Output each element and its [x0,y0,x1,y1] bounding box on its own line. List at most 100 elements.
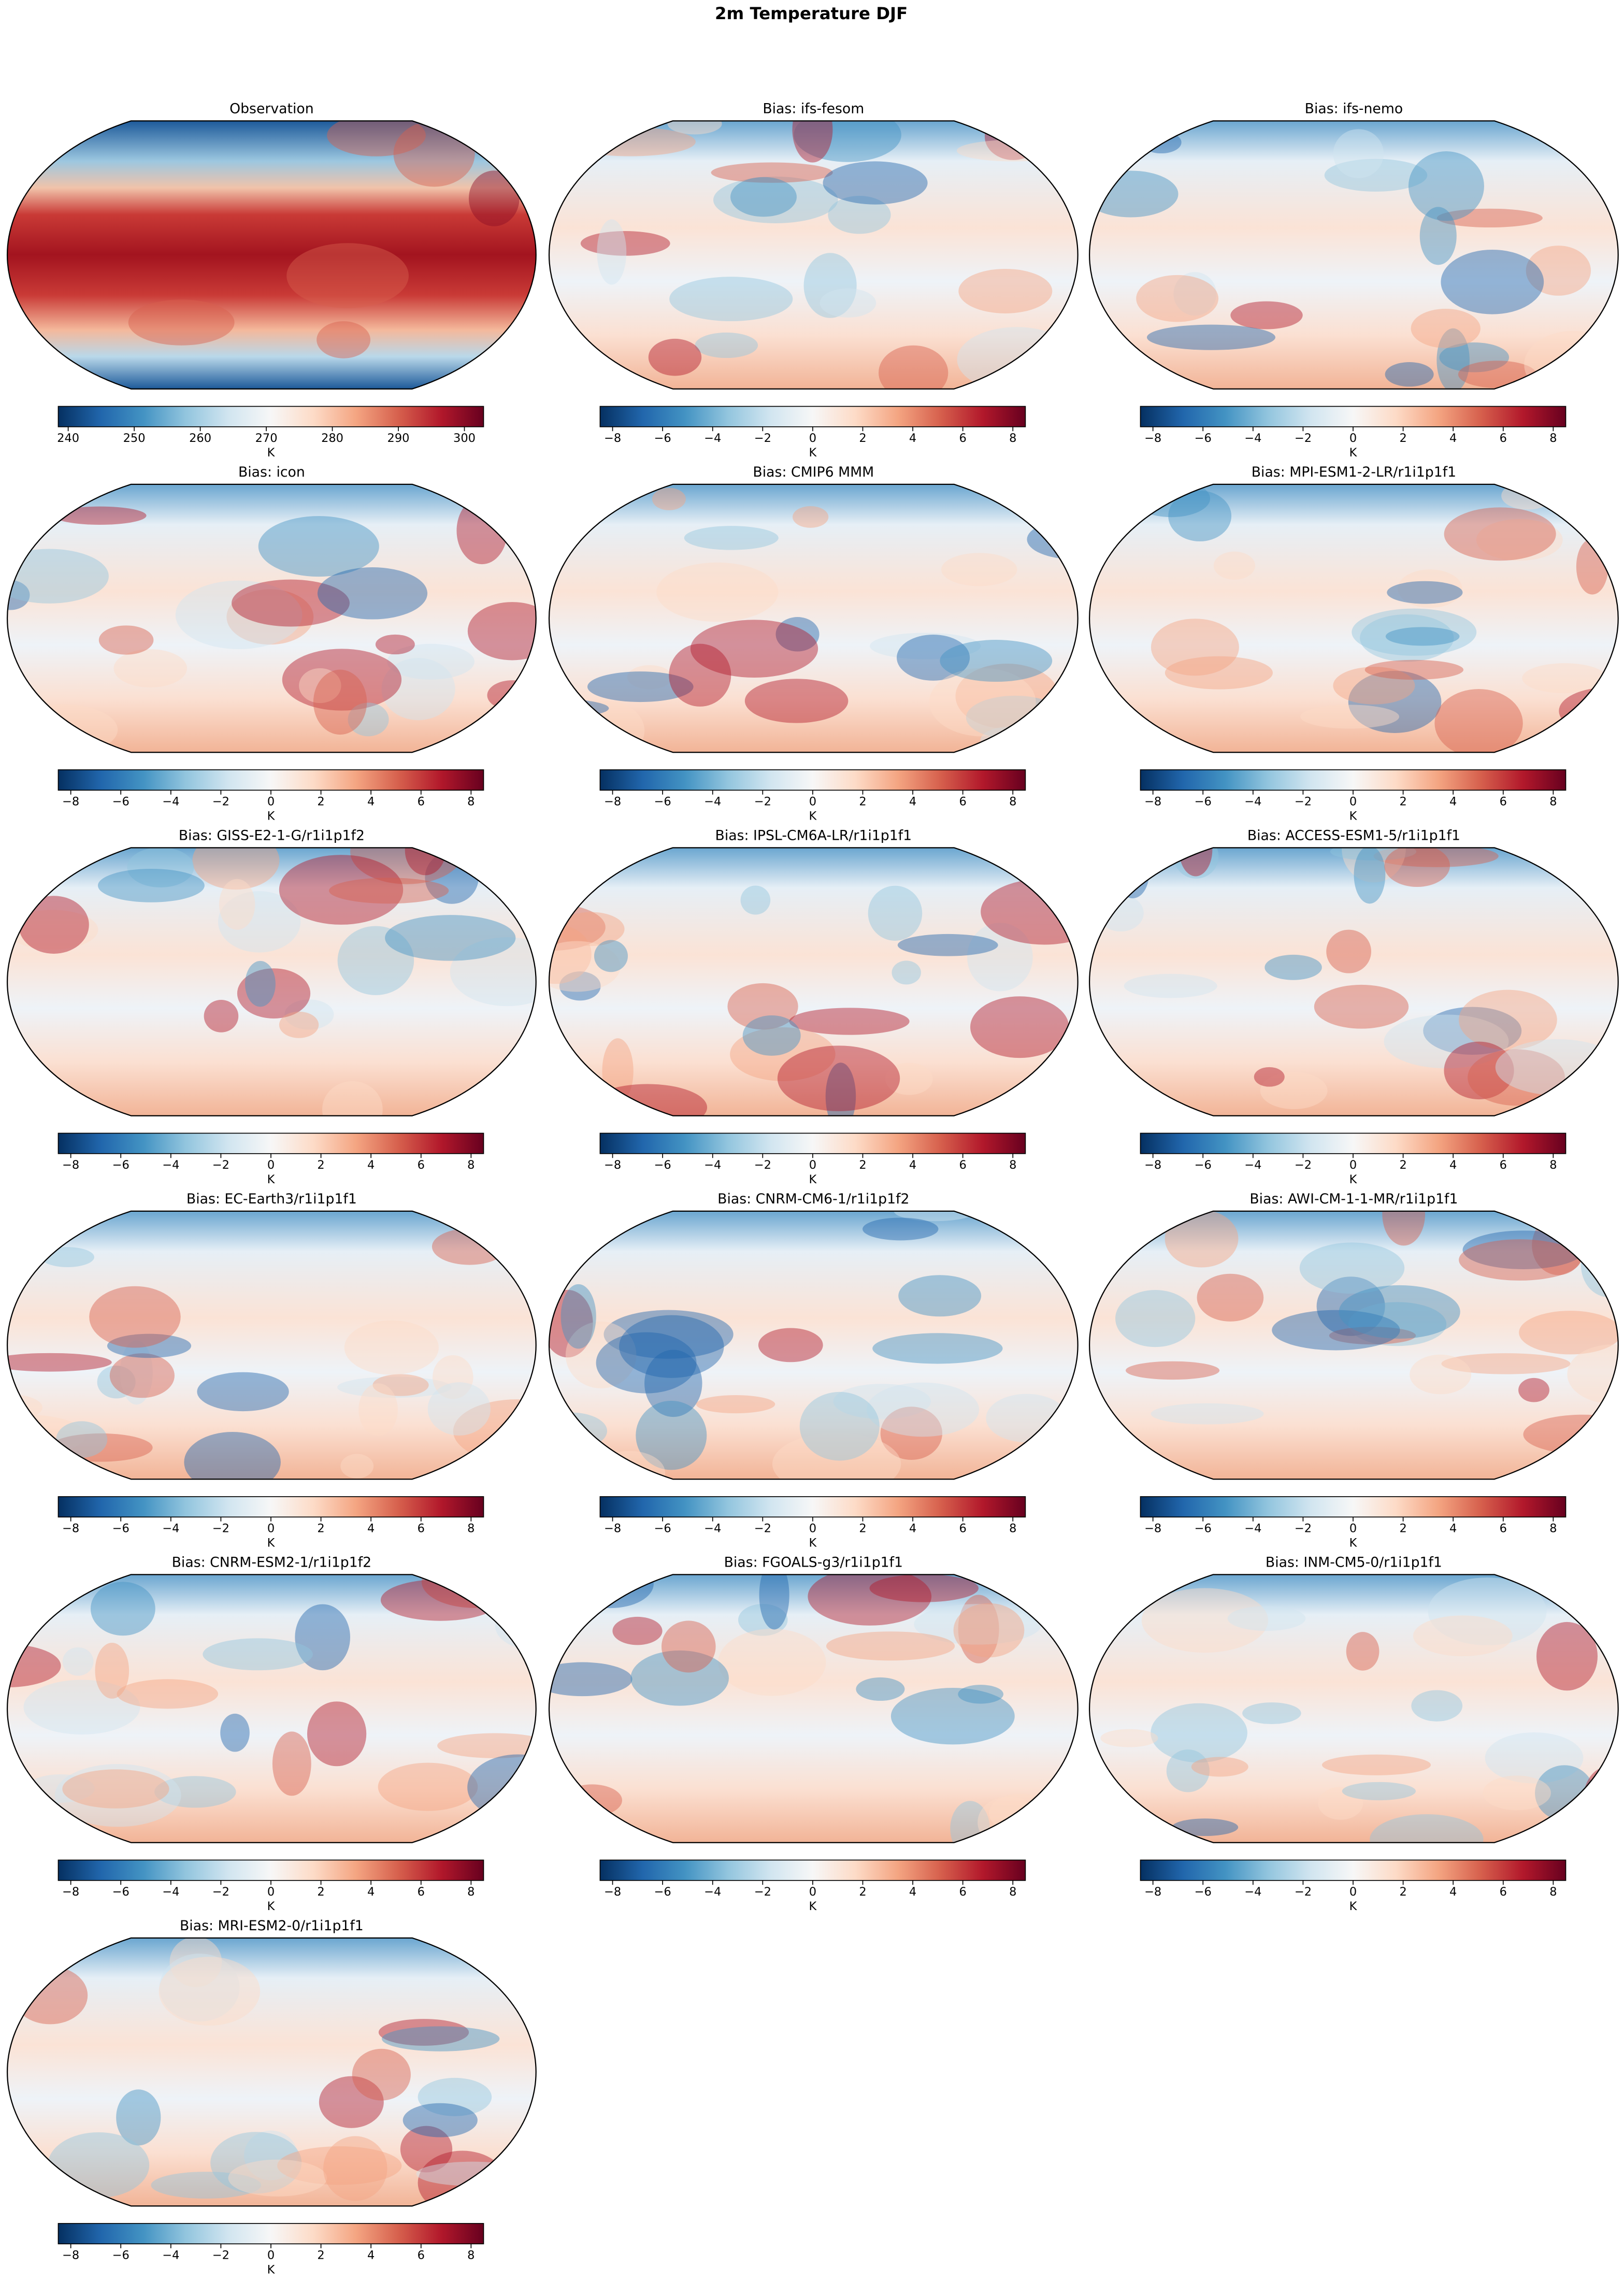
map-outline [548,1574,1079,1843]
colorbar-tick-label: −2 [1295,795,1312,808]
map-blob [880,1407,943,1460]
map-blob [667,121,722,135]
panel-title: Bias: EC-Earth3/r1i1p1f1 [186,1191,357,1207]
map-blob [317,567,428,620]
map-blob [1264,954,1322,980]
map-blob [1124,973,1217,998]
panel: Bias: icon −8 −6 −4 −2 0 2 4 6 8 K [6,464,537,823]
panel-title: Bias: ACCESS-ESM1-5/r1i1p1f1 [1247,827,1460,843]
map-blob [953,1603,1025,1658]
map-blob [433,1355,473,1399]
colorbar-tick-label: 4 [909,1522,916,1535]
colorbar-tick-label: 8 [1009,795,1016,808]
map-blob [7,510,43,529]
map-blob [549,924,592,984]
map-blob [387,643,475,680]
colorbar-tick-label: −8 [62,795,79,808]
map-blob [154,1776,236,1808]
colorbar-tick-label: 6 [418,1522,425,1535]
map-pattern [128,121,520,358]
map-blob [219,879,255,930]
map-blob [1354,848,1386,904]
colorbar-tick-label: 0 [809,1522,816,1535]
map-blob [1136,275,1219,322]
panel: Bias: IPSL-CM6A-LR/r1i1p1f1 −8 −6 −4 −2 0 2 4 6 8… [548,827,1079,1186]
map-blob [1524,331,1618,389]
map-blob [549,698,609,719]
colorbar [1140,1132,1566,1154]
colorbar-label: K [809,809,817,823]
panel: Bias: ACCESS-ESM1-5/r1i1p1f1 −8 −6 −4 −2 0 2 4 6… [1088,827,1619,1186]
colorbar-tick-label: 6 [959,432,967,445]
map-blob [381,2026,500,2052]
colorbar-tick-label: −6 [112,1522,130,1535]
colorbar-tick-label: 8 [467,1158,475,1172]
map-blob [1348,1302,1447,1346]
panel: Observation 240 250 260 270 280 290 300 K [6,101,537,460]
colorbar-tick-label: −4 [704,1158,721,1172]
map-outline [1088,1210,1619,1480]
colorbar-tick-label: −8 [604,795,621,808]
map-blob [1165,1211,1239,1268]
map-pattern [1097,848,1618,1110]
colorbar-tick-label: −4 [704,1885,721,1899]
map-blob [1382,1211,1426,1246]
map-outline [6,1210,537,1480]
map-blob [958,268,1053,313]
map-blob [929,668,1036,737]
colorbar-tick-label: 2 [859,432,866,445]
map-blob [1413,1615,1513,1657]
colorbar-tick-label: 2 [1399,432,1406,445]
map-blob [1173,848,1219,879]
map-blob [226,589,314,645]
map-blob [1260,1072,1328,1110]
colorbar-tick-label: 6 [1500,432,1507,445]
colorbar-tick-label: 6 [1500,795,1507,808]
map-blob [612,1616,663,1645]
map-blob [1342,848,1406,883]
map-blob [1125,1361,1220,1380]
map-blob [1485,1732,1584,1784]
colorbar-tick-label: 0 [267,1522,275,1535]
map-blob [1596,484,1618,511]
map-blob [652,487,686,510]
map-blob [1459,989,1557,1050]
map-blob [352,2048,411,2101]
colorbar-tick-label: 6 [1500,1158,1507,1172]
panel-title: Bias: CNRM-CM6-1/r1i1p1f2 [717,1191,909,1207]
map-blob [437,1733,536,1758]
map-blob [758,1328,823,1362]
colorbar-tick-label: 280 [321,432,343,445]
map-blob [1346,1632,1379,1671]
colorbar-tick-label: −6 [1195,432,1212,445]
map-blob [799,1391,880,1461]
map-blob [1385,627,1460,646]
colorbar-tick-label: −2 [754,1522,771,1535]
map-blob [940,640,1053,682]
map-blob [1151,1403,1264,1425]
colorbar-label: K [267,1900,276,1913]
colorbar-tick-label: 0 [267,2248,275,2262]
colorbar-tick-label: −6 [112,2248,130,2262]
map-blob [792,121,833,163]
colorbar-tick-label: −2 [1295,432,1312,445]
map-blob [1300,705,1400,729]
map-blob [337,926,414,995]
map-blob [317,321,371,358]
colorbar-label: K [809,1900,817,1913]
map-blob [561,1284,596,1349]
colorbar-tick-label: 6 [1500,1522,1507,1535]
map-blob [738,1604,788,1636]
colorbar-tick-label: 0 [1349,1522,1357,1535]
map-blob [775,617,820,652]
colorbar-label: K [1349,1900,1358,1913]
colorbar-tick-label: 4 [909,1885,916,1899]
colorbar-tick-label: −6 [1195,795,1212,808]
map-blob [557,912,625,946]
colorbar-tick-label: 6 [418,2248,425,2262]
map-blob [284,999,334,1030]
map-blob [727,983,798,1030]
colorbar-tick-label: 6 [418,1158,425,1172]
map-blob [7,2186,99,2206]
colorbar-tick-label: 6 [959,1522,967,1535]
